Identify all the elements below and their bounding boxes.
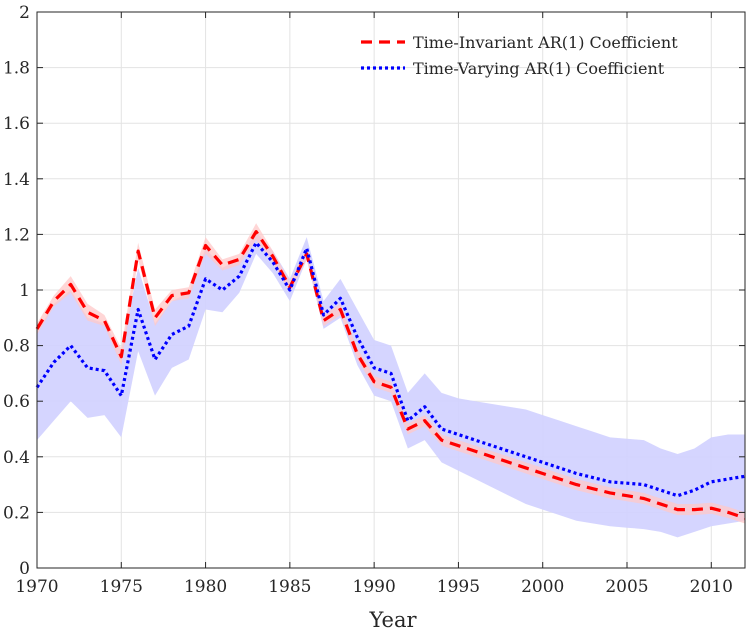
y-tick-label: 0.6 bbox=[3, 392, 30, 412]
x-tick-label: 1990 bbox=[353, 577, 396, 597]
x-tick-label: 2005 bbox=[605, 577, 648, 597]
time-varying-coefficient-line bbox=[35, 241, 746, 498]
x-tick-label: 1985 bbox=[268, 577, 311, 597]
confidence-bands bbox=[37, 223, 745, 538]
x-tick-label: 2000 bbox=[521, 577, 564, 597]
y-tick-label: 1.8 bbox=[3, 59, 30, 79]
x-tick-label: 2010 bbox=[690, 577, 733, 597]
y-tick-label: 0.8 bbox=[3, 337, 30, 357]
y-tick-label: 1.2 bbox=[3, 225, 30, 245]
series-lines bbox=[35, 230, 746, 520]
time-varying-legend-label: Time-Varying AR(1) Coefficient bbox=[413, 59, 665, 78]
y-tick-label: 2 bbox=[19, 3, 30, 23]
x-tick-label: 1980 bbox=[184, 577, 227, 597]
time-invariant-legend-label: Time-Invariant AR(1) Coefficient bbox=[413, 33, 678, 52]
time-invariant-coefficient-line bbox=[35, 230, 746, 520]
x-tick-label: 1970 bbox=[15, 577, 58, 597]
axis-ticks: 1970 1975 1980 1985 1990 1995 2000 2005 2010 0 0.2… bbox=[3, 3, 745, 597]
y-tick-label: 0.4 bbox=[3, 448, 30, 468]
legend: Time-Invariant AR(1) Coefficient Time-Var… bbox=[361, 33, 678, 78]
y-tick-label: 1.4 bbox=[3, 170, 30, 190]
y-tick-label: 0 bbox=[19, 559, 30, 579]
y-tick-label: 0.2 bbox=[3, 503, 30, 523]
x-tick-label: 1995 bbox=[437, 577, 480, 597]
y-tick-label: 1.6 bbox=[3, 114, 30, 134]
x-tick-label: 1975 bbox=[100, 577, 143, 597]
x-axis-title: Year bbox=[368, 608, 417, 630]
y-tick-label: 1 bbox=[19, 281, 30, 301]
